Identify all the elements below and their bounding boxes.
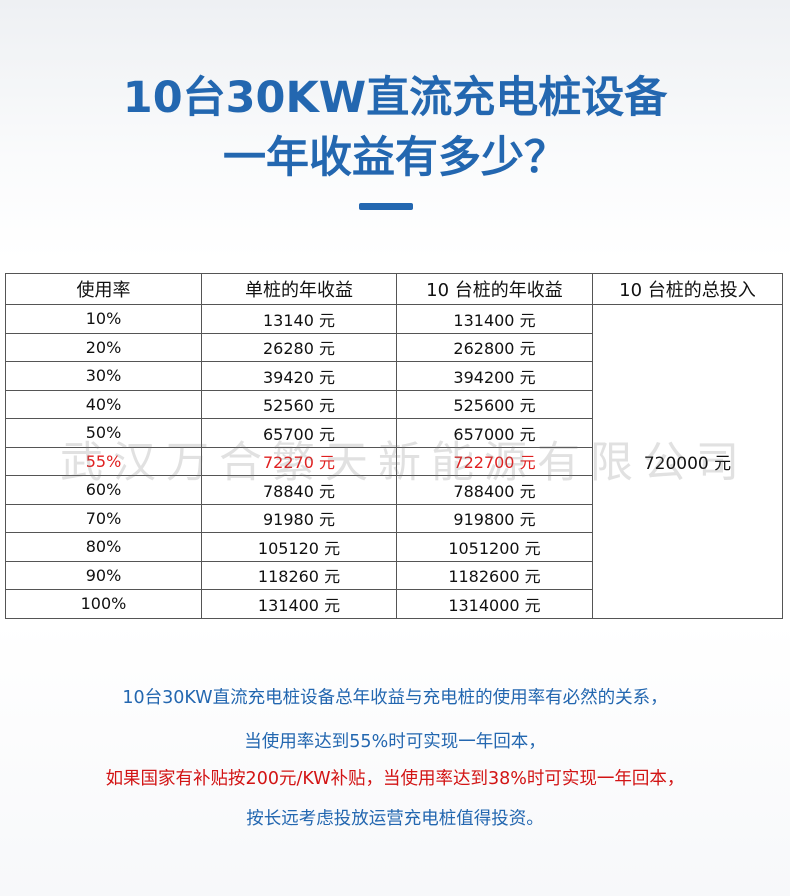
usage-rate-cell: 30%	[5, 361, 202, 391]
ten-revenue-cell: 1051200 元	[396, 532, 593, 562]
ten-revenue-cell: 657000 元	[396, 418, 593, 448]
single-revenue-cell: 91980 元	[201, 503, 397, 533]
usage-rate-cell: 10%	[5, 304, 202, 334]
usage-rate-cell: 20%	[5, 332, 202, 362]
usage-rate-cell: 100%	[5, 589, 202, 619]
total-investment-cell: 720000 元	[592, 304, 783, 619]
table-row-highlighted: 55% 72270 元 722700 元	[5, 446, 783, 476]
usage-rate-cell: 60%	[5, 475, 202, 505]
single-revenue-cell: 65700 元	[201, 418, 397, 448]
table-row: 30% 39420 元 394200 元	[5, 361, 783, 391]
page-title-line1: 10台30KW直流充电桩设备	[122, 73, 668, 123]
ten-revenue-cell: 525600 元	[396, 389, 593, 419]
table-header-row: 使用率 单桩的年收益 10 台桩的年收益 10 台桩的总投入	[5, 273, 783, 305]
title-underline-divider	[359, 203, 413, 210]
ten-revenue-cell: 919800 元	[396, 503, 593, 533]
note-line-4: 按长远考虑投放运营充电桩值得投资。	[246, 809, 544, 829]
table-row: 20% 26280 元 262800 元	[5, 332, 783, 362]
usage-rate-cell: 55%	[5, 446, 202, 476]
table-row: 100% 131400 元 1314000 元	[5, 589, 783, 619]
revenue-table: 使用率 单桩的年收益 10 台桩的年收益 10 台桩的总投入 10% 13140…	[5, 273, 783, 619]
table-row: 80% 105120 元 1051200 元	[5, 532, 783, 562]
table-row: 70% 91980 元 919800 元	[5, 503, 783, 533]
note-line-1: 10台30KW直流充电桩设备总年收益与充电桩的使用率有必然的关系，	[122, 688, 668, 708]
single-revenue-cell: 118260 元	[201, 560, 397, 590]
single-revenue-cell: 39420 元	[201, 361, 397, 391]
usage-rate-cell: 70%	[5, 503, 202, 533]
single-revenue-cell: 131400 元	[201, 589, 397, 619]
usage-rate-cell: 40%	[5, 389, 202, 419]
ten-revenue-cell: 722700 元	[396, 446, 593, 476]
single-revenue-cell: 13140 元	[201, 304, 397, 334]
note-line-2: 当使用率达到55%时可实现一年回本，	[244, 732, 546, 752]
column-header-single-pile-revenue: 单桩的年收益	[201, 273, 397, 305]
table-row: 40% 52560 元 525600 元	[5, 389, 783, 419]
usage-rate-cell: 90%	[5, 560, 202, 590]
single-revenue-cell: 78840 元	[201, 475, 397, 505]
column-header-usage-rate: 使用率	[5, 273, 202, 305]
table-row: 10% 13140 元 131400 元 720000 元	[5, 304, 783, 619]
column-header-ten-pile-revenue: 10 台桩的年收益	[396, 273, 593, 305]
note-line-3-subsidy: 如果国家有补贴按200元/KW补贴，当使用率达到38%时可实现一年回本，	[105, 769, 685, 789]
single-revenue-cell: 26280 元	[201, 332, 397, 362]
ten-revenue-cell: 131400 元	[396, 304, 593, 334]
column-header-total-investment: 10 台桩的总投入	[592, 273, 783, 305]
ten-revenue-cell: 1314000 元	[396, 589, 593, 619]
single-revenue-cell: 105120 元	[201, 532, 397, 562]
single-revenue-cell: 52560 元	[201, 389, 397, 419]
page-title-line2: 一年收益有多少？	[223, 133, 567, 183]
ten-revenue-cell: 1182600 元	[396, 560, 593, 590]
table-row: 90% 118260 元 1182600 元	[5, 560, 783, 590]
single-revenue-cell: 72270 元	[201, 446, 397, 476]
table-row: 60% 78840 元 788400 元	[5, 475, 783, 505]
usage-rate-cell: 80%	[5, 532, 202, 562]
ten-revenue-cell: 394200 元	[396, 361, 593, 391]
ten-revenue-cell: 262800 元	[396, 332, 593, 362]
usage-rate-cell: 50%	[5, 418, 202, 448]
table-row: 50% 65700 元 657000 元	[5, 418, 783, 448]
ten-revenue-cell: 788400 元	[396, 475, 593, 505]
